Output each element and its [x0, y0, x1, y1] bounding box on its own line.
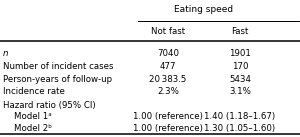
Text: 477: 477: [160, 62, 176, 71]
Text: 1.40 (1.18–1.67): 1.40 (1.18–1.67): [204, 112, 276, 121]
Text: n: n: [3, 49, 8, 58]
Text: 7040: 7040: [157, 49, 179, 58]
Text: 1.00 (reference): 1.00 (reference): [133, 124, 203, 133]
Text: 1.30 (1.05–1.60): 1.30 (1.05–1.60): [204, 124, 276, 133]
Text: 1901: 1901: [229, 49, 251, 58]
Text: Eating speed: Eating speed: [174, 5, 234, 15]
Text: 2.3%: 2.3%: [157, 87, 179, 96]
Text: Person-years of follow-up: Person-years of follow-up: [3, 75, 112, 84]
Text: 5434: 5434: [229, 75, 251, 84]
Text: Fast: Fast: [231, 27, 249, 36]
Text: 170: 170: [232, 62, 248, 71]
Text: 1.00 (reference): 1.00 (reference): [133, 112, 203, 121]
Text: Not fast: Not fast: [151, 27, 185, 36]
Text: Number of incident cases: Number of incident cases: [3, 62, 113, 71]
Text: Model 1ᵃ: Model 1ᵃ: [3, 112, 52, 121]
Text: Hazard ratio (95% CI): Hazard ratio (95% CI): [3, 101, 96, 110]
Text: Model 2ᵇ: Model 2ᵇ: [3, 124, 52, 133]
Text: 20 383.5: 20 383.5: [149, 75, 187, 84]
Text: Incidence rate: Incidence rate: [3, 87, 65, 96]
Text: 3.1%: 3.1%: [229, 87, 251, 96]
